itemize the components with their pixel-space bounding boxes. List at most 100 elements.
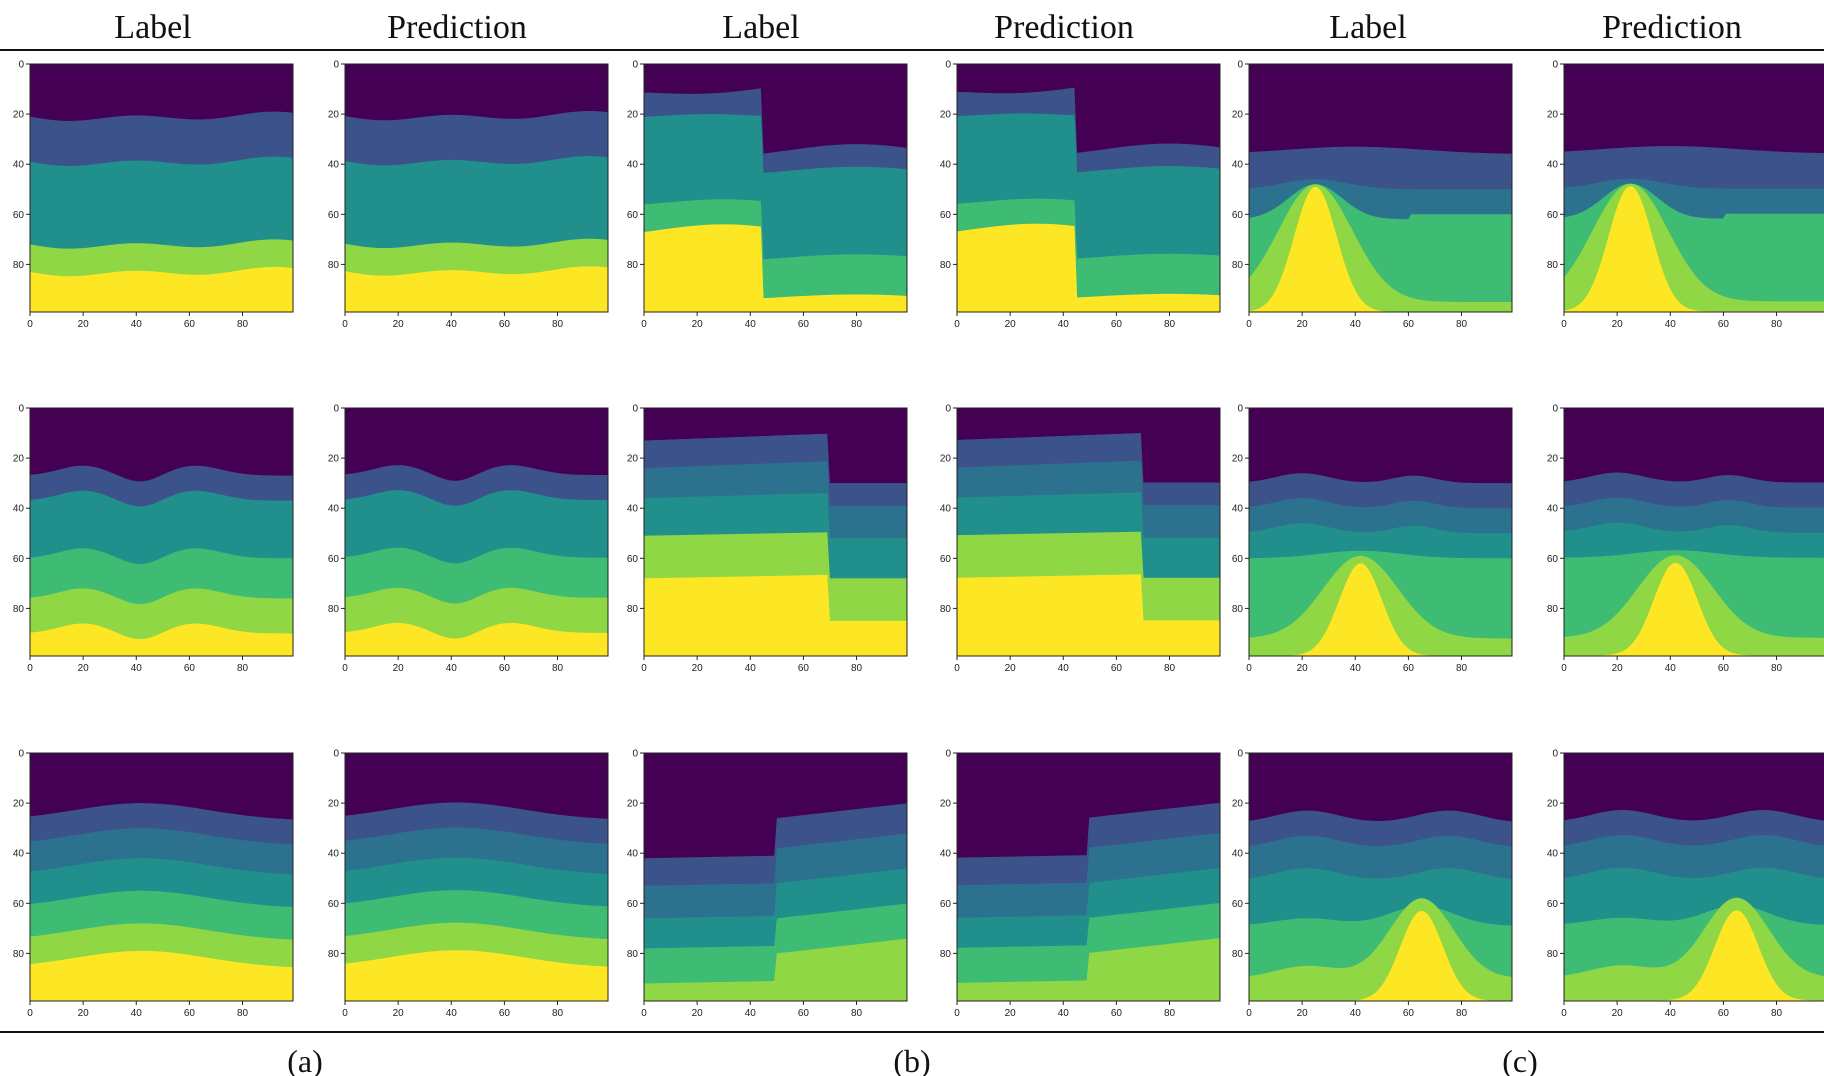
x-tick-label: 40	[1665, 319, 1677, 330]
y-tick-label: 0	[333, 749, 339, 760]
group-caption-a: (a)	[287, 1043, 323, 1076]
layer-6	[644, 224, 907, 312]
y-tick-label: 60	[940, 554, 952, 565]
x-tick-label: 80	[1771, 1008, 1783, 1019]
x-tick-label: 40	[1665, 663, 1677, 674]
y-tick-label: 40	[13, 849, 25, 860]
layer-field	[1249, 753, 1512, 1001]
y-tick-label: 80	[13, 949, 25, 960]
y-tick-label: 80	[328, 260, 340, 271]
column-title-prediction-c: Prediction	[1602, 9, 1742, 46]
x-tick-label: 40	[745, 663, 757, 674]
y-tick-label: 60	[1232, 899, 1244, 910]
group-caption-b: (b)	[893, 1043, 930, 1076]
layer-6	[30, 623, 293, 656]
x-tick-label: 0	[27, 319, 33, 330]
y-tick-label: 60	[13, 554, 25, 565]
x-tick-label: 0	[342, 663, 348, 674]
x-tick-label: 60	[1403, 1008, 1415, 1019]
x-tick-label: 40	[1350, 1008, 1362, 1019]
y-tick-label: 0	[945, 60, 951, 71]
layer-6	[30, 266, 293, 312]
x-tick-label: 60	[1718, 1008, 1730, 1019]
layer-6	[30, 950, 293, 1001]
column-title-label-a: Label	[114, 9, 191, 46]
y-tick-label: 60	[328, 554, 340, 565]
y-tick-label: 20	[328, 799, 340, 810]
y-tick-label: 40	[1232, 160, 1244, 171]
x-tick-label: 40	[131, 319, 143, 330]
x-tick-label: 20	[78, 319, 90, 330]
x-tick-label: 80	[1164, 1008, 1176, 1019]
layer-6	[1249, 563, 1512, 656]
y-tick-label: 0	[18, 404, 24, 415]
layer-6	[1249, 910, 1512, 1001]
axes-frame	[1563, 752, 1824, 1002]
x-tick-label: 20	[1005, 1008, 1017, 1019]
y-tick-label: 40	[940, 160, 952, 171]
y-tick-label: 0	[632, 749, 638, 760]
layer-6	[345, 950, 608, 1001]
y-tick-label: 80	[1547, 949, 1559, 960]
x-tick-label: 80	[237, 1008, 249, 1019]
x-tick-label: 0	[342, 319, 348, 330]
y-tick-label: 40	[1547, 849, 1559, 860]
layer-6	[345, 266, 608, 312]
x-tick-label: 80	[237, 663, 249, 674]
y-tick-label: 60	[1547, 554, 1559, 565]
panel-b-prediction-row3: 0 20 40 60 80 0 20 40 60 80	[940, 749, 1221, 1019]
layer-field	[345, 64, 608, 312]
x-tick-label: 40	[1058, 1008, 1070, 1019]
layer-field	[345, 753, 608, 1001]
x-tick-label: 40	[745, 1008, 757, 1019]
layer-6	[957, 574, 1220, 656]
x-tick-label: 0	[27, 663, 33, 674]
x-tick-label: 80	[851, 1008, 863, 1019]
layer-5	[957, 938, 1220, 1001]
y-tick-label: 40	[627, 849, 639, 860]
x-tick-label: 20	[393, 663, 405, 674]
y-tick-label: 60	[940, 899, 952, 910]
y-tick-label: 0	[945, 404, 951, 415]
y-tick-label: 40	[13, 504, 25, 515]
layer-field	[30, 753, 293, 1001]
panel-a-label-row3: 0 20 40 60 80 0 20 40 60 80	[13, 749, 294, 1019]
x-tick-label: 40	[446, 663, 458, 674]
panel-c-label-row2: 0 20 40 60 80 0 20 40 60 80	[1232, 404, 1513, 674]
axes-frame	[29, 407, 294, 657]
y-tick-label: 40	[1232, 504, 1244, 515]
panel-a-label-row1: 0 20 40 60 80 0 20 40 60 80	[13, 60, 294, 330]
x-tick-label: 80	[552, 663, 564, 674]
axes-frame	[344, 752, 609, 1002]
x-tick-label: 20	[78, 663, 90, 674]
panels-grid: 0 20 40 60 80 0 20 40 60 80 0 20 40 60 80 0 20 40 60 80 0 20 4…	[13, 60, 1824, 1019]
layer-field	[1564, 753, 1824, 1001]
y-tick-label: 0	[632, 60, 638, 71]
x-tick-label: 80	[552, 1008, 564, 1019]
layer-6	[644, 574, 907, 656]
layer-field	[345, 408, 608, 656]
layer-field	[957, 753, 1220, 1001]
layer-field	[1249, 64, 1512, 312]
x-tick-label: 0	[954, 1008, 960, 1019]
panel-b-label-row1: 0 20 40 60 80 0 20 40 60 80	[627, 60, 908, 330]
y-tick-label: 60	[627, 554, 639, 565]
y-tick-label: 20	[627, 799, 639, 810]
panel-c-label-row3: 0 20 40 60 80 0 20 40 60 80	[1232, 749, 1513, 1019]
x-tick-label: 20	[1612, 1008, 1624, 1019]
x-tick-label: 0	[342, 1008, 348, 1019]
x-tick-label: 0	[27, 1008, 33, 1019]
y-tick-label: 20	[627, 454, 639, 465]
x-tick-label: 40	[1350, 319, 1362, 330]
y-tick-label: 20	[13, 799, 25, 810]
layer-field	[957, 64, 1220, 312]
x-tick-label: 0	[954, 663, 960, 674]
axes-frame	[29, 752, 294, 1002]
x-tick-label: 60	[184, 1008, 196, 1019]
y-tick-label: 40	[1547, 504, 1559, 515]
y-tick-label: 20	[13, 454, 25, 465]
y-tick-label: 60	[1547, 210, 1559, 221]
x-tick-label: 80	[1771, 663, 1783, 674]
x-tick-label: 0	[641, 1008, 647, 1019]
x-tick-label: 0	[1561, 663, 1567, 674]
